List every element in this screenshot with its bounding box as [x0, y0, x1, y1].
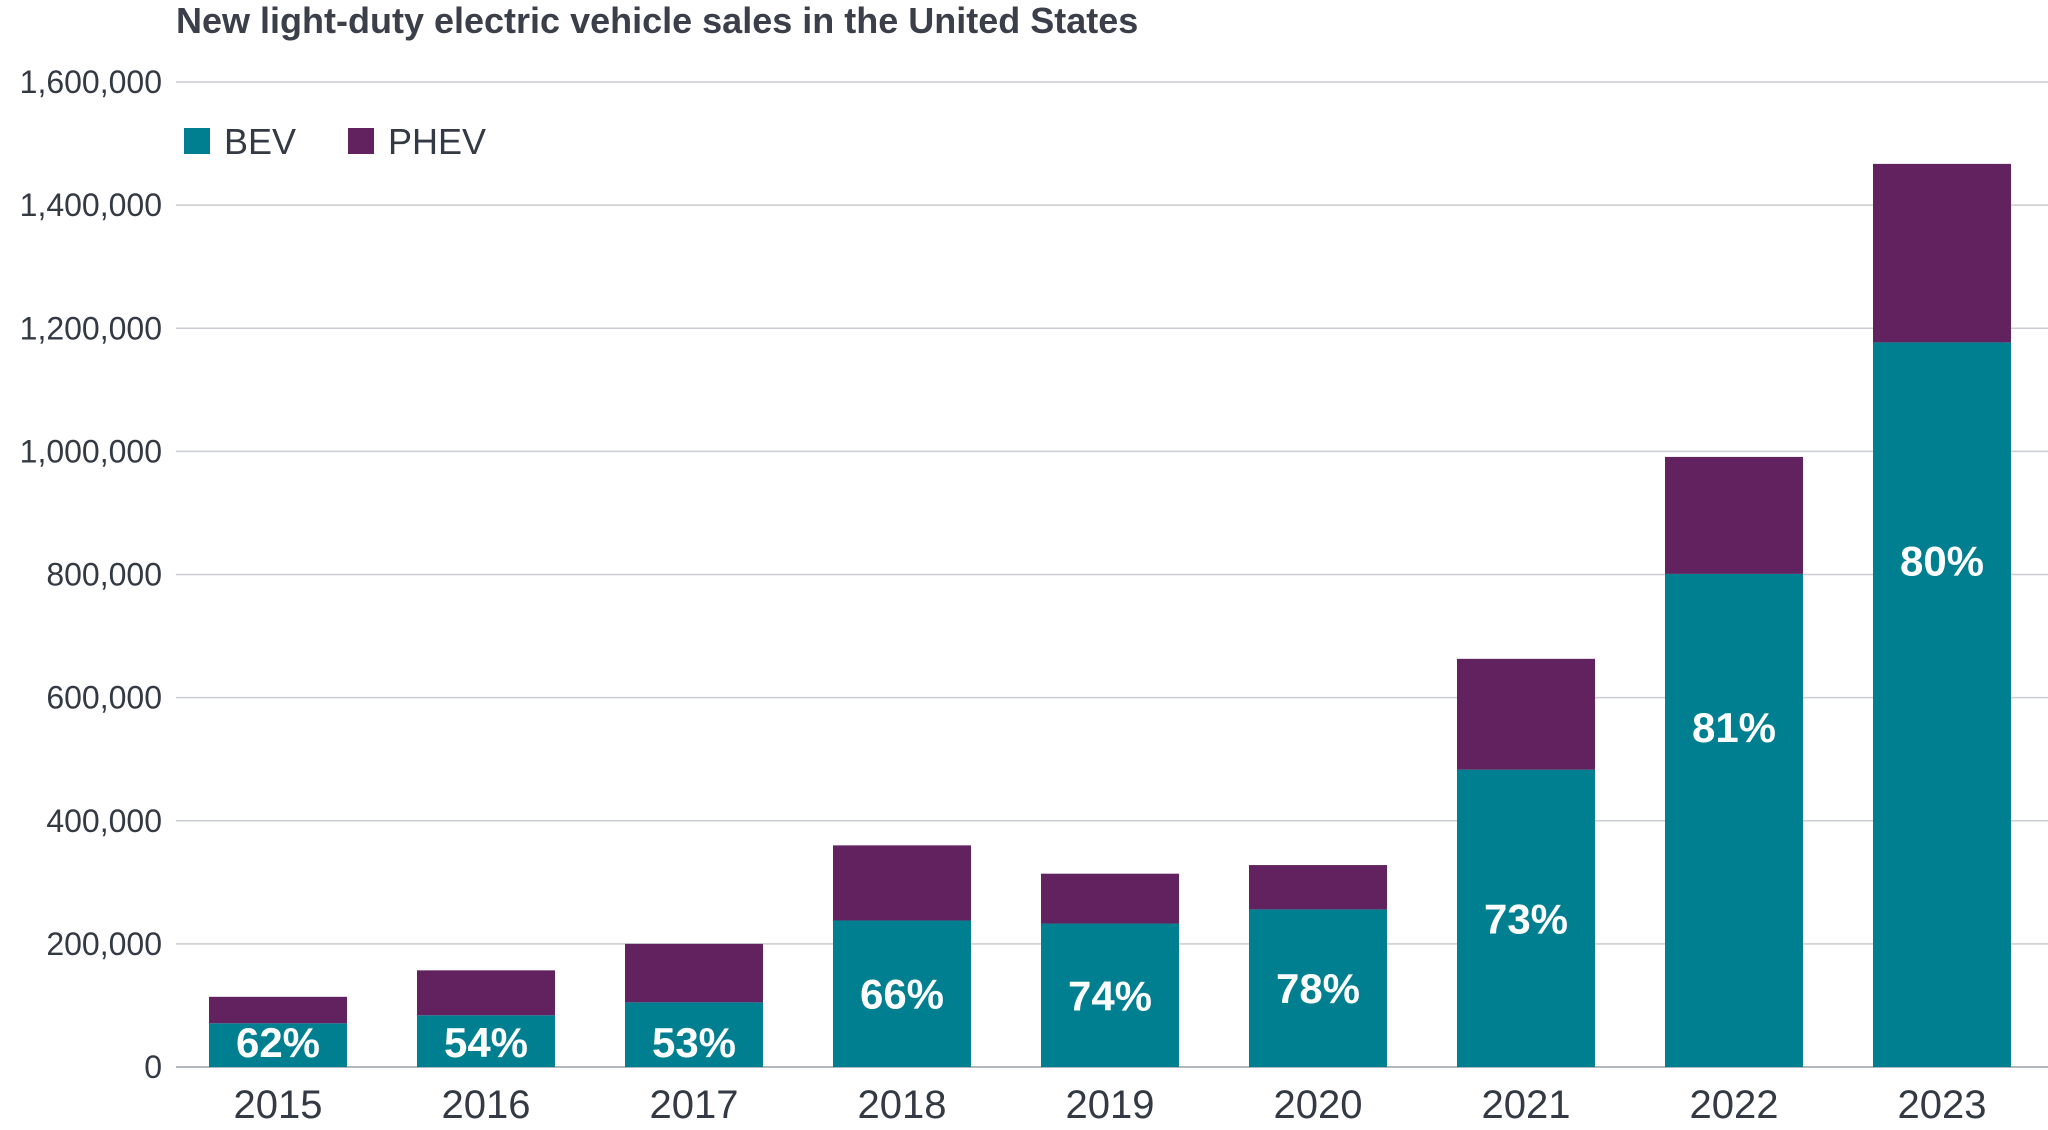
y-tick-label: 1,200,000 — [20, 310, 162, 346]
x-tick-label: 2017 — [650, 1083, 739, 1127]
bar-bev-2019 — [1041, 923, 1179, 1067]
x-axis-ticks: 2015 2016 2017 2018 2019 2020 2021 2022 2023 — [234, 1083, 1987, 1127]
bars — [209, 163, 2011, 1067]
chart-title: New light-duty electric vehicle sales in… — [176, 0, 1139, 41]
x-tick-label: 2022 — [1690, 1083, 1779, 1127]
x-tick-label: 2018 — [858, 1083, 947, 1127]
bar-phev-2019 — [1041, 873, 1179, 924]
bar-phev-2023 — [1873, 163, 2011, 343]
y-axis-ticks: 0 200,000 400,000 600,000 800,000 1,000,000 1,… — [20, 64, 162, 1085]
y-tick-label: 1,600,000 — [20, 64, 162, 100]
x-tick-label: 2021 — [1482, 1083, 1571, 1127]
x-tick-label: 2015 — [234, 1083, 323, 1127]
bar-phev-2016 — [417, 970, 555, 1016]
data-label: 66% — [860, 971, 944, 1018]
x-tick-label: 2019 — [1066, 1083, 1155, 1127]
bar-bev-2015 — [209, 1023, 347, 1067]
y-tick-label: 1,400,000 — [20, 187, 162, 223]
bar-bev-2017 — [625, 1002, 763, 1067]
data-label: 78% — [1276, 965, 1360, 1012]
legend: BEV PHEV — [184, 121, 486, 162]
x-tick-label: 2016 — [442, 1083, 531, 1127]
bar-bev-2021 — [1457, 769, 1595, 1067]
legend-label-phev: PHEV — [388, 121, 486, 162]
y-tick-label: 400,000 — [46, 803, 162, 839]
bar-phev-2021 — [1457, 658, 1595, 770]
bar-bev-2023 — [1873, 342, 2011, 1067]
bar-phev-2018 — [833, 845, 971, 921]
bar-phev-2022 — [1665, 456, 1803, 574]
y-tick-label: 800,000 — [46, 557, 162, 593]
x-tick-label: 2020 — [1274, 1083, 1363, 1127]
y-tick-label: 1,000,000 — [20, 433, 162, 469]
bar-data-labels: 62% 54% 53% 66% 74% 78% 73% 81% 80% — [236, 537, 1984, 1066]
data-label: 54% — [444, 1019, 528, 1066]
bar-phev-2017 — [625, 943, 763, 1003]
y-tick-label: 0 — [144, 1049, 162, 1085]
data-label: 73% — [1484, 895, 1568, 942]
x-tick-label: 2023 — [1898, 1083, 1987, 1127]
bar-phev-2020 — [1249, 865, 1387, 910]
y-tick-label: 600,000 — [46, 680, 162, 716]
bar-bev-2016 — [417, 1015, 555, 1067]
legend-swatch-phev — [348, 128, 374, 154]
bar-phev-2015 — [209, 996, 347, 1024]
data-label: 62% — [236, 1019, 320, 1066]
legend-label-bev: BEV — [224, 121, 296, 162]
data-label: 74% — [1068, 972, 1152, 1019]
legend-swatch-bev — [184, 128, 210, 154]
data-label: 80% — [1900, 537, 1984, 584]
y-tick-label: 200,000 — [46, 926, 162, 962]
data-label: 81% — [1692, 704, 1776, 751]
bar-bev-2018 — [833, 920, 971, 1067]
bar-bev-2022 — [1665, 573, 1803, 1067]
data-label: 53% — [652, 1019, 736, 1066]
bar-bev-2020 — [1249, 909, 1387, 1067]
